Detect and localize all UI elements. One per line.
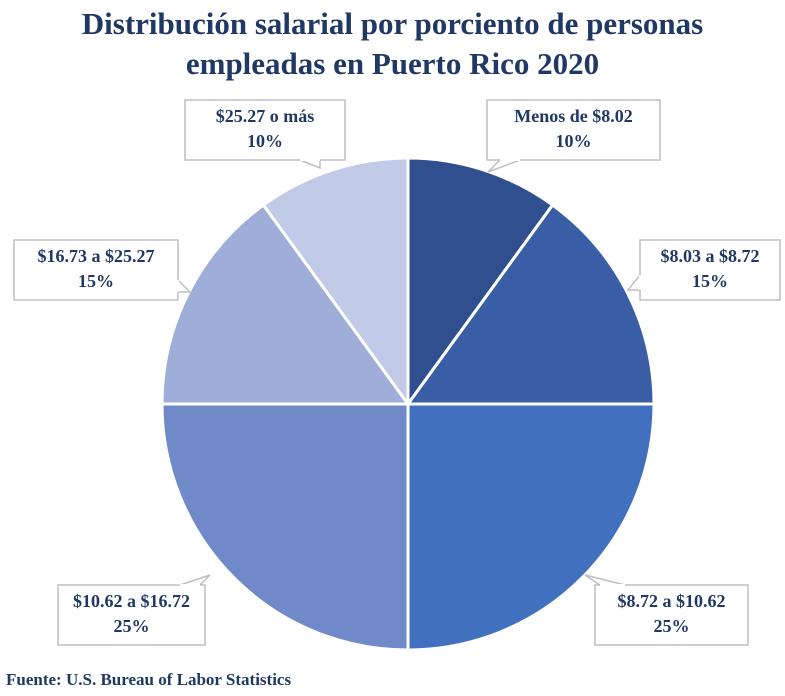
slice-label: $16.73 a $25.27 (38, 246, 155, 266)
label-pointer (177, 278, 192, 293)
label-box (184, 99, 346, 161)
label-box (13, 239, 179, 301)
label-box (57, 584, 206, 646)
label-pointer (487, 159, 521, 173)
slice-label: $10.62 a $16.72 (73, 591, 190, 611)
slice-label: $8.72 a $10.62 (618, 591, 726, 611)
pie-slice (406, 156, 555, 409)
source-note: Fuente: U.S. Bureau of Labor Statistics (6, 670, 292, 689)
value-label: 25% (114, 616, 150, 636)
label-pointer (584, 574, 626, 586)
label-box (486, 99, 661, 161)
value-label: 10% (247, 131, 283, 151)
label-pointer (299, 159, 321, 170)
slice-label: $25.27 o más (216, 106, 315, 126)
value-label: 15% (692, 271, 728, 291)
pie-slice (160, 402, 410, 652)
label-pointer (179, 574, 211, 586)
label-pointer (626, 272, 641, 291)
value-label: 25% (654, 616, 690, 636)
label-box (639, 239, 781, 301)
value-label: 15% (78, 271, 114, 291)
slice-label: $8.03 a $8.72 (661, 246, 760, 266)
value-label: 10% (556, 131, 592, 151)
pie-slice (261, 156, 410, 409)
chart-title: Distribución salarial por porciento de p… (81, 6, 704, 81)
slice-label: Menos de $8.02 (514, 106, 633, 126)
label-box (594, 584, 749, 646)
pie-slice (405, 202, 656, 406)
pie-slice (406, 402, 656, 652)
